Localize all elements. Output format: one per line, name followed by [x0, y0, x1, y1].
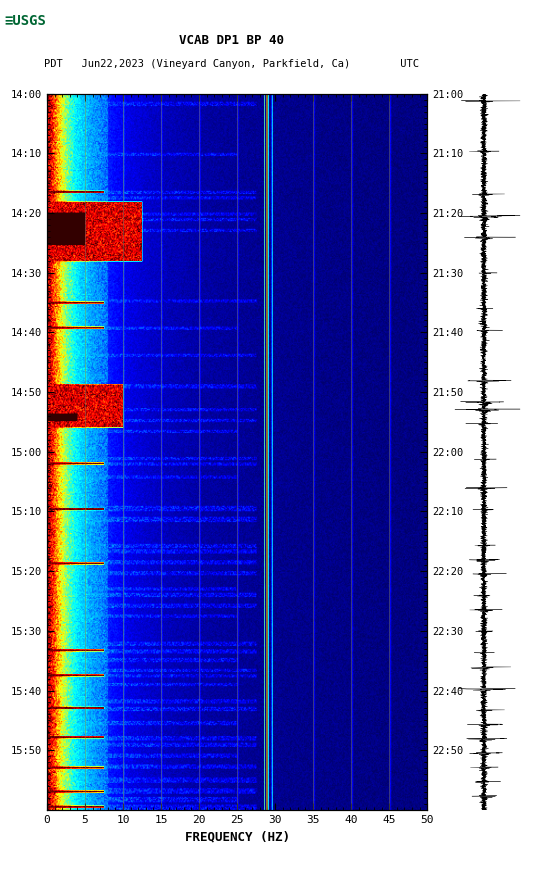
- Text: VCAB DP1 BP 40: VCAB DP1 BP 40: [179, 34, 284, 46]
- X-axis label: FREQUENCY (HZ): FREQUENCY (HZ): [184, 830, 289, 843]
- Text: PDT   Jun22,2023 (Vineyard Canyon, Parkfield, Ca)        UTC: PDT Jun22,2023 (Vineyard Canyon, Parkfie…: [44, 59, 420, 70]
- Text: ≡USGS: ≡USGS: [4, 13, 46, 28]
